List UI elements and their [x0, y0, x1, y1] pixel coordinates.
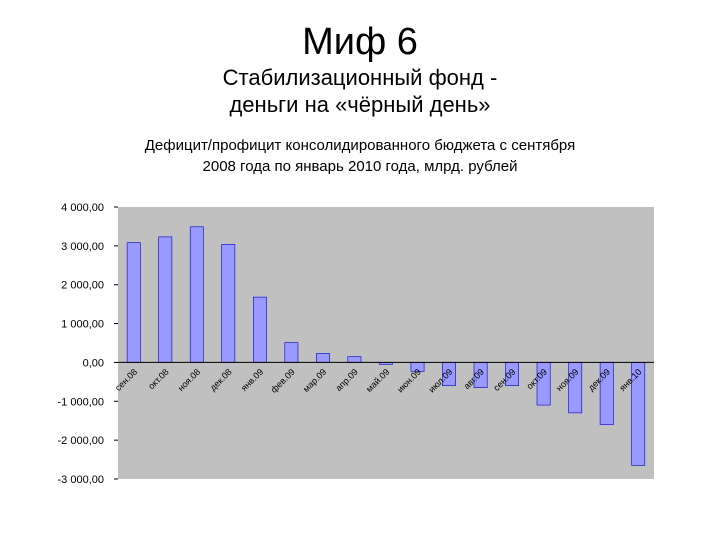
plot-area — [118, 207, 654, 479]
bar — [284, 342, 299, 363]
y-tick-label: 2 000,00 — [61, 280, 104, 292]
bar — [158, 236, 173, 363]
slide-subtitle-line-2: деньги на «чёрный день» — [229, 92, 491, 117]
bar — [221, 244, 236, 363]
y-tick-label: 4 000,00 — [61, 202, 104, 214]
y-tick-label: 3 000,00 — [61, 241, 104, 253]
bar — [347, 356, 362, 363]
bar — [189, 226, 204, 363]
slide-subtitle-line-1: Стабилизационный фонд - — [222, 65, 498, 90]
bar — [253, 296, 267, 363]
slide-subtitle: Стабилизационный фонд - деньги на «чёрны… — [0, 64, 720, 118]
y-tick-label: 0,00 — [83, 357, 104, 369]
chart-title-line-2: 2008 года по январь 2010 года, млрд. руб… — [202, 158, 518, 175]
y-axis-ticks: 4 000,00 3 000,00 2 000,00 1 000,00 0,00 -1 0… — [58, 202, 118, 486]
y-tick-label: 1 000,00 — [61, 319, 104, 331]
y-tick-label: -1 000,00 — [58, 396, 104, 408]
bar — [315, 353, 330, 363]
bars — [126, 226, 646, 466]
chart-title: Дефицит/профицит консолидированного бюдж… — [0, 135, 720, 177]
bar — [126, 242, 141, 363]
y-tick-label: -2 000,00 — [58, 435, 104, 447]
slide-title: Миф 6 — [302, 21, 418, 63]
chart-title-line-1: Дефицит/профицит консолидированного бюдж… — [144, 137, 576, 154]
y-tick-label: -3 000,00 — [58, 474, 104, 486]
